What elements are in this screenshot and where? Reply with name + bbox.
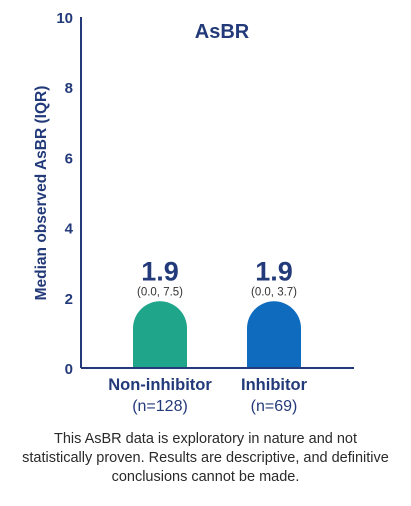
y-tick-label: 4 [65,221,74,238]
y-tick-label: 6 [65,150,73,167]
x-category-n-label: (n=69) [251,398,298,415]
y-tick-label: 10 [56,10,73,27]
y-axis-label: Median observed AsBR (IQR) [33,86,50,301]
x-category-label: Non-inhibitor [108,376,212,394]
y-tick-label: 0 [65,361,73,378]
bar-inhibitor [247,301,301,368]
bars-group: 1.9(0.0, 7.5)1.9(0.0, 3.7) [133,256,301,368]
y-tick-label: 2 [65,291,73,308]
x-category-n-label: (n=128) [132,398,188,415]
asbr-chart: AsBR Median observed AsBR (IQR) 0246810 … [33,10,354,415]
x-category-labels: Non-inhibitor (n=128) Inhibitor (n=69) [108,376,307,415]
x-category-label: Inhibitor [241,376,308,394]
bar-iqr-label: (0.0, 7.5) [137,286,183,298]
y-tick-label: 8 [65,80,73,97]
chart-title: AsBR [195,21,250,43]
footnote-text: This AsBR data is exploratory in nature … [22,431,389,485]
bar-value-label: 1.9 [255,256,293,286]
y-tick-labels: 0 2 4 6 8 10 [56,10,73,378]
bar-iqr-label: (0.0, 3.7) [251,286,297,298]
bar-non-inhibitor [133,301,187,368]
bar-value-label: 1.9 [141,256,179,286]
